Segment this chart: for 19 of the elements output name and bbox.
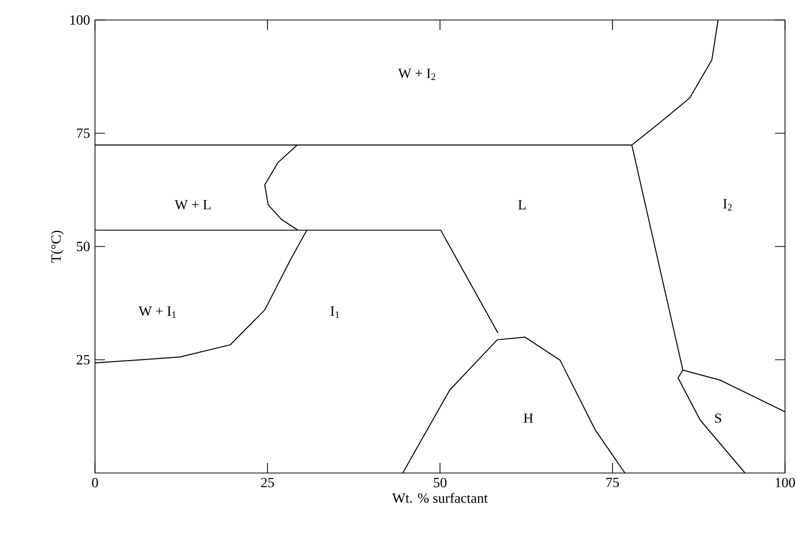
- x-tick-label: 100: [776, 478, 795, 488]
- annotation: W + I$_{2}$: [398, 68, 436, 80]
- x-tick-label: 75: [606, 478, 619, 488]
- x-tick-label: 25: [261, 478, 274, 488]
- y-axis-title: T(°C): [50, 230, 64, 263]
- y-tick-label: 100: [70, 15, 90, 25]
- y-tick-label: 50: [76, 242, 90, 252]
- annotation: I$_{1}$: [330, 306, 340, 318]
- annotation: H: [524, 414, 533, 423]
- x-axis-title: Wt. % surfactant: [392, 492, 488, 503]
- x-tick-label: 50: [434, 478, 446, 488]
- annotation: S: [715, 413, 722, 423]
- y-tick-label: 25: [76, 355, 90, 364]
- annotation: L: [518, 200, 526, 210]
- y-tick-label: 75: [77, 128, 90, 138]
- annotation: W + L: [174, 200, 210, 210]
- x-tick-label: 0: [92, 478, 98, 488]
- annotation: I$_{2}$: [723, 199, 732, 210]
- annotation: W + I$_{1}$: [138, 306, 176, 318]
